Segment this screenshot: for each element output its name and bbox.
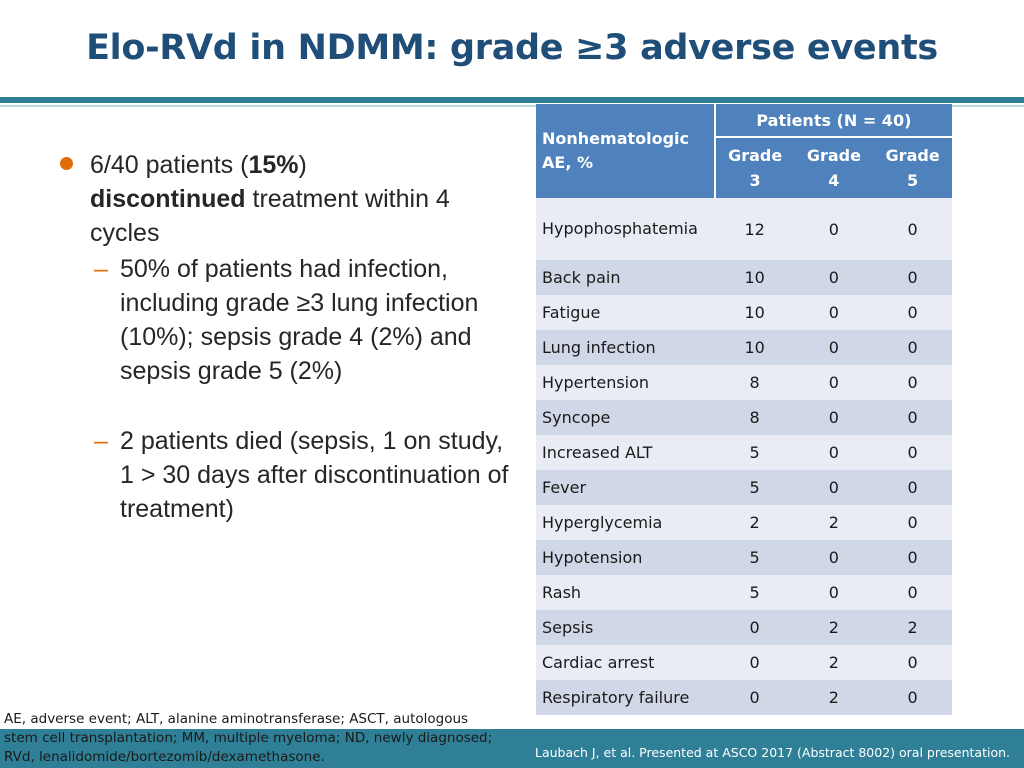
grade5-value: 0 [873, 505, 952, 540]
header-grade-3: Grade 3 [714, 137, 795, 198]
grade5-value: 0 [873, 470, 952, 505]
table-row: Hypertension 8 0 0 [536, 365, 952, 400]
table-row: Rash 5 0 0 [536, 575, 952, 610]
grade4-value: 2 [794, 610, 874, 645]
grade5-value: 0 [873, 645, 952, 680]
table-row: Respiratory failure 0 2 0 [536, 680, 952, 715]
sub-bullet-deaths-line1: 2 patients died (sepsis, 1 on study, [120, 427, 504, 455]
grade4-value: 0 [794, 260, 874, 295]
sub-bullet-deaths-line2: 1 > 30 days after discontinuation of tre… [120, 461, 509, 523]
grade4-value: 0 [794, 330, 874, 365]
table-row: Sepsis 0 2 2 [536, 610, 952, 645]
grade3-value: 10 [714, 330, 795, 365]
grade5-value: 0 [873, 680, 952, 715]
ae-name: Hypertension [536, 365, 715, 400]
dash-icon: – [94, 255, 108, 283]
table-row: Fever 5 0 0 [536, 470, 952, 505]
grade3-value: 8 [714, 365, 795, 400]
grade4-value: 0 [794, 575, 874, 610]
grade3-value: 5 [714, 470, 795, 505]
ae-name: Rash [536, 575, 715, 610]
slide-title: Elo-RVd in NDMM: grade ≥3 adverse events [86, 28, 938, 68]
grade4-value: 0 [794, 198, 874, 260]
grade5-value: 0 [873, 540, 952, 575]
ae-name: Cardiac arrest [536, 645, 715, 680]
grade5-value: 0 [873, 435, 952, 470]
ae-name: Sepsis [536, 610, 715, 645]
ae-name: Respiratory failure [536, 680, 715, 715]
bullet-dot-icon [60, 157, 73, 170]
table-row: Hypotension 5 0 0 [536, 540, 952, 575]
grade4-value: 0 [794, 540, 874, 575]
ae-name: Back pain [536, 260, 715, 295]
grade4-value: 0 [794, 400, 874, 435]
bullet-text-mid: ) [298, 151, 307, 179]
bullet-pct: 15% [248, 151, 299, 179]
grade5-value: 2 [873, 610, 952, 645]
ae-name: Syncope [536, 400, 715, 435]
grade5-value: 0 [873, 198, 952, 260]
table-row: Increased ALT 5 0 0 [536, 435, 952, 470]
grade4-value: 2 [794, 645, 874, 680]
table-row: Hyperglycemia 2 2 0 [536, 505, 952, 540]
grade5-value: 0 [873, 365, 952, 400]
grade4-value: 0 [794, 435, 874, 470]
header-grade-5: Grade 5 [873, 137, 952, 198]
header-patients: Patients (N = 40) [714, 104, 952, 138]
grade3-value: 5 [714, 575, 795, 610]
table-row: Fatigue 10 0 0 [536, 295, 952, 330]
bullet-keyword: discontinued [90, 185, 246, 213]
ae-name: Lung infection [536, 330, 715, 365]
ae-name: Hyperglycemia [536, 505, 715, 540]
footer-bar [0, 729, 1024, 768]
abbreviations-footnote: AE, adverse event; ALT, alanine aminotra… [4, 711, 493, 765]
grade4-value: 2 [794, 505, 874, 540]
grade5-value: 0 [873, 295, 952, 330]
grade5-value: 0 [873, 330, 952, 365]
ae-name: Hypotension [536, 540, 715, 575]
grade5-value: 0 [873, 400, 952, 435]
grade3-value: 0 [714, 610, 795, 645]
ae-name: Increased ALT [536, 435, 715, 470]
bullet-discontinued: 6/40 patients (15%) discontinued treatmen… [60, 148, 510, 250]
ae-name: Fatigue [536, 295, 715, 330]
title-divider-accent [0, 105, 1024, 107]
grade5-value: 0 [873, 260, 952, 295]
grade3-value: 0 [714, 645, 795, 680]
ae-name: Fever [536, 470, 715, 505]
grade3-value: 8 [714, 400, 795, 435]
grade3-value: 10 [714, 295, 795, 330]
grade4-value: 2 [794, 680, 874, 715]
sub-bullet-infection: – 50% of patients had infection, includi… [60, 252, 510, 388]
grade4-value: 0 [794, 365, 874, 400]
table-row: Cardiac arrest 0 2 0 [536, 645, 952, 680]
bullet-list: 6/40 patients (15%) discontinued treatmen… [60, 148, 510, 526]
grade3-value: 2 [714, 505, 795, 540]
title-divider [0, 97, 1024, 103]
grade3-value: 5 [714, 435, 795, 470]
grade3-value: 12 [714, 198, 795, 260]
sub-bullet-infection-text: 50% of patients had infection, including… [120, 255, 479, 385]
table-row: Hypophosphatemia 12 0 0 [536, 198, 952, 260]
header-ae: Nonhematologic AE, % [536, 104, 716, 198]
grade4-value: 0 [794, 295, 874, 330]
table-row: Back pain 10 0 0 [536, 260, 952, 295]
grade4-value: 0 [794, 470, 874, 505]
bullet-text-post: treatment within 4 cycles [90, 185, 450, 247]
grade3-value: 10 [714, 260, 795, 295]
table-row: Syncope 8 0 0 [536, 400, 952, 435]
sub-bullet-deaths: – 2 patients died (sepsis, 1 on study, 1… [60, 424, 510, 526]
table-row: Lung infection 10 0 0 [536, 330, 952, 365]
bullet-text-pre: 6/40 patients ( [90, 151, 249, 179]
adverse-events-table: Nonhematologic AE, % Patients (N = 40) G… [536, 104, 952, 715]
grade3-value: 0 [714, 680, 795, 715]
dash-icon: – [94, 427, 108, 455]
header-grade-4: Grade 4 [794, 137, 874, 198]
citation-footnote: Laubach J, et al. Presented at ASCO 2017… [535, 745, 1010, 760]
grade5-value: 0 [873, 575, 952, 610]
ae-name: Hypophosphatemia [536, 198, 715, 260]
grade3-value: 5 [714, 540, 795, 575]
